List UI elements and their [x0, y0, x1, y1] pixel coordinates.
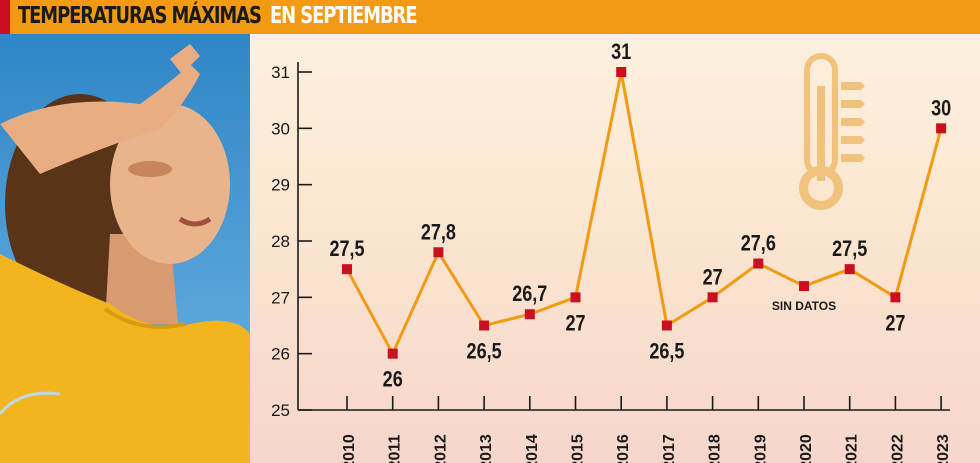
series-line	[345, 70, 943, 356]
thermometer-icon	[799, 53, 865, 210]
header-subtitle: EN SEPTIEMBRE	[270, 3, 417, 29]
data-point	[936, 123, 947, 134]
x-tick-label: 2018	[707, 434, 724, 463]
data-label: 27	[565, 312, 585, 336]
data-label: 26	[383, 368, 403, 392]
x-tick-label: 2012	[432, 434, 449, 463]
x-tick-label: 2017	[661, 434, 678, 463]
header-bar: TEMPERATURAS MÁXIMAS EN SEPTIEMBRE	[0, 0, 980, 34]
data-point	[890, 292, 901, 303]
data-label: 26,7	[512, 283, 547, 307]
data-point	[342, 264, 352, 275]
data-point	[707, 292, 718, 303]
data-point	[753, 258, 764, 269]
data-label: 26,5	[467, 340, 502, 364]
data-label: 27,5	[329, 238, 364, 262]
chart-panel: 25 26 27 28 29 30 31 2010 2011 2012 2013 2014 2015 20…	[250, 34, 980, 463]
data-label: 27	[885, 312, 905, 336]
y-tick-label: 31	[271, 63, 290, 82]
data-point	[479, 320, 490, 331]
x-tick-label: 2011	[387, 435, 404, 463]
x-tick-label: 2013	[478, 434, 495, 463]
data-label: 31	[611, 40, 631, 64]
x-tick-label: 2020	[798, 434, 815, 463]
y-tick-label: 29	[271, 176, 290, 195]
x-tick-label: 2023	[935, 434, 952, 463]
data-point	[616, 67, 627, 77]
x-tick-label: 2014	[524, 434, 541, 463]
x-tick-label: 2016	[615, 434, 632, 463]
data-label: 26,5	[649, 340, 684, 364]
data-label: 27,5	[832, 238, 867, 262]
data-point	[799, 281, 809, 292]
data-point	[844, 264, 855, 275]
header-title: TEMPERATURAS MÁXIMAS	[18, 3, 262, 29]
y-tick-label: 25	[271, 401, 290, 420]
x-tick-label: 2022	[889, 434, 906, 463]
temperature-line-chart: 25 26 27 28 29 30 31 2010 2011 2012 2013 2014 2015 20…	[271, 40, 952, 463]
y-tick-label: 28	[271, 232, 290, 251]
header-accent	[0, 0, 10, 34]
data-point	[524, 309, 535, 320]
y-tick-label: 26	[271, 345, 290, 364]
data-point	[570, 292, 581, 303]
data-point	[661, 320, 672, 331]
y-tick-label: 30	[271, 119, 290, 138]
x-tick-label: 2010	[341, 434, 358, 463]
data-label: 27,8	[421, 221, 456, 245]
x-tick-label: 2015	[570, 434, 587, 463]
data-label: 27,6	[741, 232, 776, 256]
data-label: 30	[931, 97, 951, 121]
x-tick-label: 2019	[752, 434, 769, 463]
woman-in-sun-photo	[0, 34, 250, 463]
data-point	[433, 247, 444, 258]
y-tick-label: 27	[271, 288, 290, 307]
no-data-annotation: SIN DATOS	[772, 299, 836, 313]
data-label: 27	[703, 266, 723, 290]
data-point	[387, 348, 398, 359]
x-tick-label: 2021	[844, 434, 861, 463]
